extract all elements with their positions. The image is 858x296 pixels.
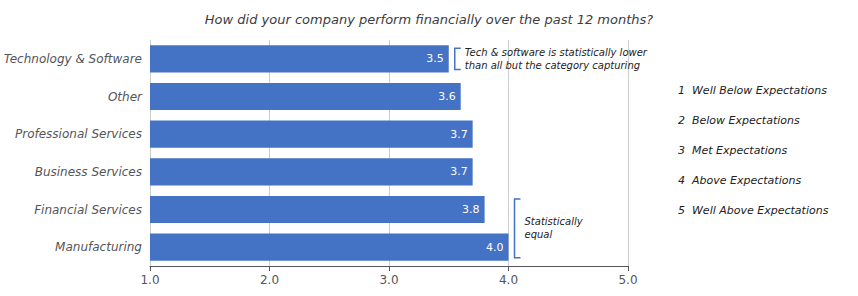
svg-text:5 Well Above Expectations: 5 Well Above Expectations [678, 204, 829, 217]
svg-text:3.8: 3.8 [462, 203, 480, 216]
svg-text:1.0: 1.0 [140, 273, 159, 287]
svg-text:Financial Services: Financial Services [34, 203, 142, 217]
svg-text:1 Well Below Expectations: 1 Well Below Expectations [678, 84, 827, 97]
svg-text:Statistically: Statistically [525, 216, 584, 227]
svg-text:5.0: 5.0 [618, 273, 637, 287]
svg-text:3.7: 3.7 [450, 128, 468, 141]
svg-text:4.0: 4.0 [499, 273, 518, 287]
svg-text:3.6: 3.6 [438, 90, 456, 103]
svg-text:How did your company perform f: How did your company perform financially… [205, 12, 653, 27]
svg-text:equal: equal [525, 229, 553, 240]
svg-text:4.0: 4.0 [486, 241, 504, 254]
svg-text:4 Above Expectations: 4 Above Expectations [678, 174, 801, 187]
svg-text:3.7: 3.7 [450, 165, 468, 178]
svg-text:than all but the category capt: than all but the category capturing [465, 60, 640, 71]
svg-text:3.0: 3.0 [379, 273, 398, 287]
svg-text:Tech & software is statistical: Tech & software is statistically lower [465, 47, 648, 58]
svg-text:2.0: 2.0 [260, 273, 279, 287]
svg-text:3.5: 3.5 [426, 52, 444, 65]
svg-text:Manufacturing: Manufacturing [55, 240, 142, 254]
svg-text:Business Services: Business Services [35, 165, 142, 179]
svg-text:Technology & Software: Technology & Software [4, 52, 142, 66]
svg-text:Professional Services: Professional Services [15, 127, 142, 141]
svg-text:3 Met Expectations: 3 Met Expectations [678, 144, 787, 157]
svg-text:2 Below Expectations: 2 Below Expectations [678, 114, 800, 127]
svg-text:Other: Other [108, 90, 143, 104]
